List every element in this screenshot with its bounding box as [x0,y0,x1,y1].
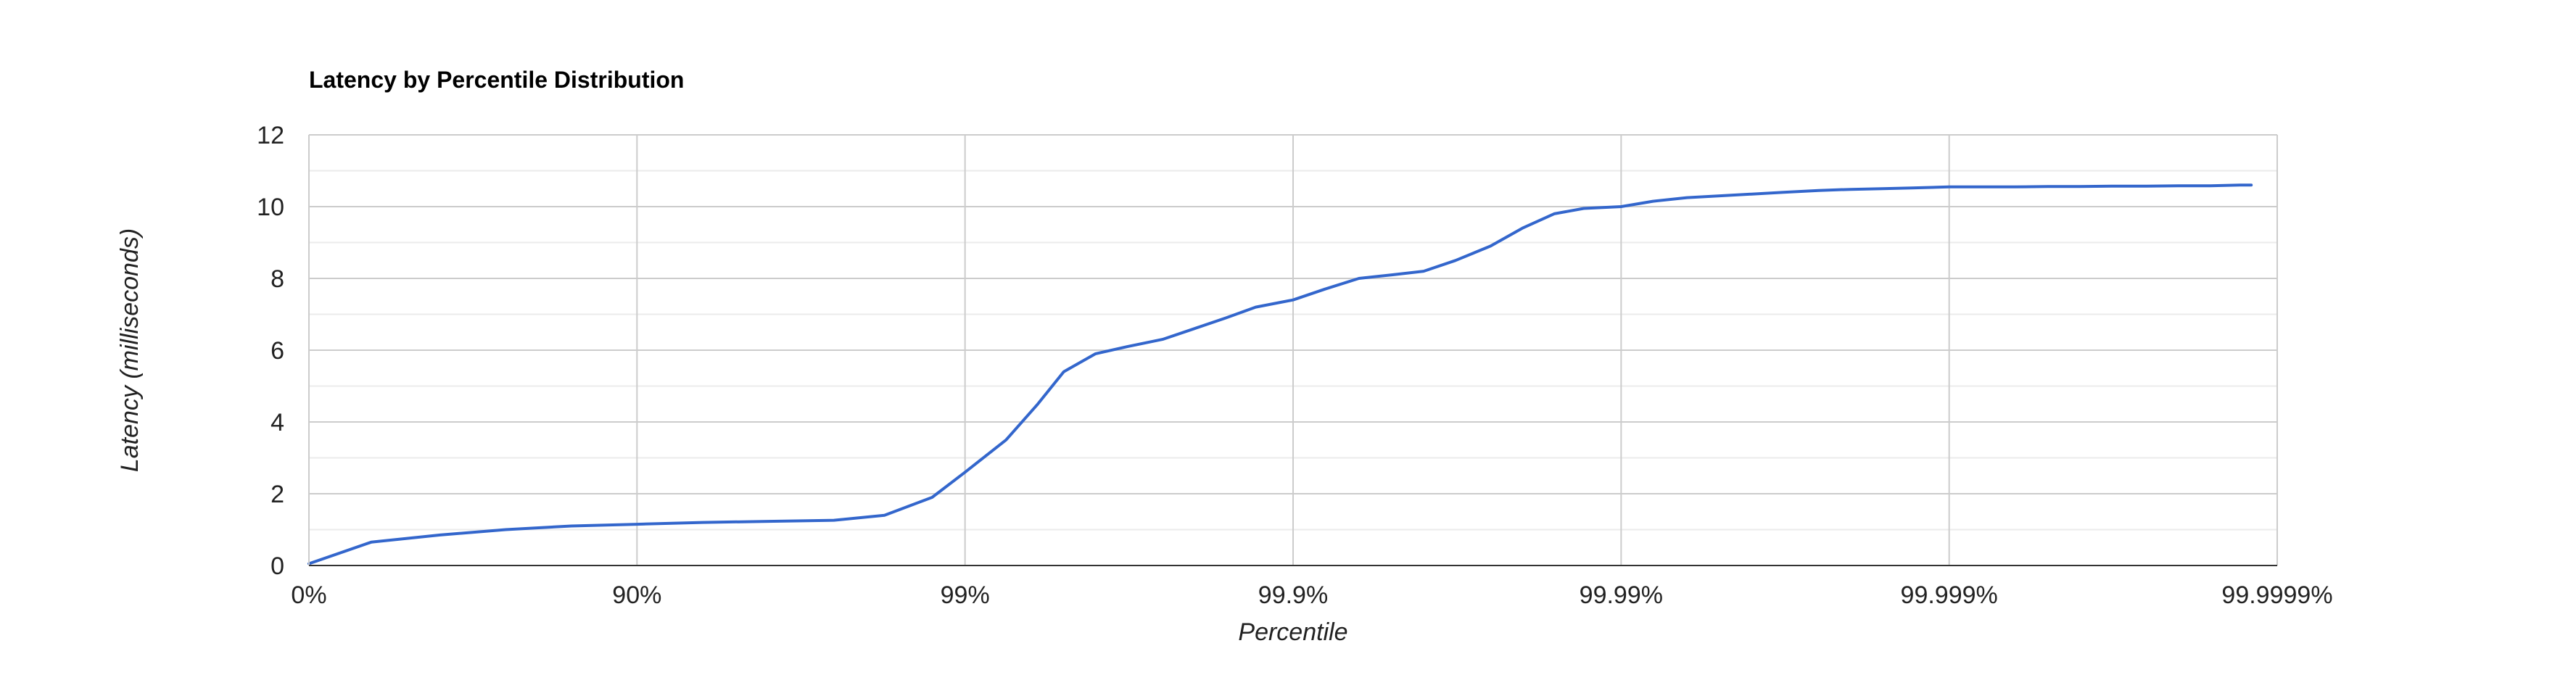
y-tick-label: 12 [257,122,284,149]
y-tick-label: 6 [271,337,284,365]
x-tick-label: 99.999% [1901,581,1998,609]
chart-title: Latency by Percentile Distribution [309,67,684,93]
y-tick-label: 2 [271,481,284,508]
x-tick-label: 0% [291,581,326,609]
y-axis-label: Latency (milliseconds) [116,228,144,472]
x-tick-label: 99.9999% [2221,581,2332,609]
y-tick-label: 0 [271,552,284,580]
y-tick-label: 4 [271,409,284,436]
x-axis-label: Percentile [1238,618,1347,646]
series-layer [307,183,2253,566]
y-tick-label: 8 [271,265,284,293]
x-tick-labels: 0% 90% 99% 99.9% 99.99% 99.999% 99.9999% [291,581,2332,609]
series-line [307,183,2253,566]
x-tick-label: 90% [612,581,661,609]
y-tick-labels: 0 2 4 6 8 10 12 [257,122,284,580]
x-tick-label: 99.9% [1258,581,1328,609]
major-gridlines [309,134,2278,566]
axes [308,135,2277,566]
y-tick-label: 10 [257,194,284,221]
x-tick-label: 99% [941,581,990,609]
x-tick-label: 99.99% [1580,581,1663,609]
